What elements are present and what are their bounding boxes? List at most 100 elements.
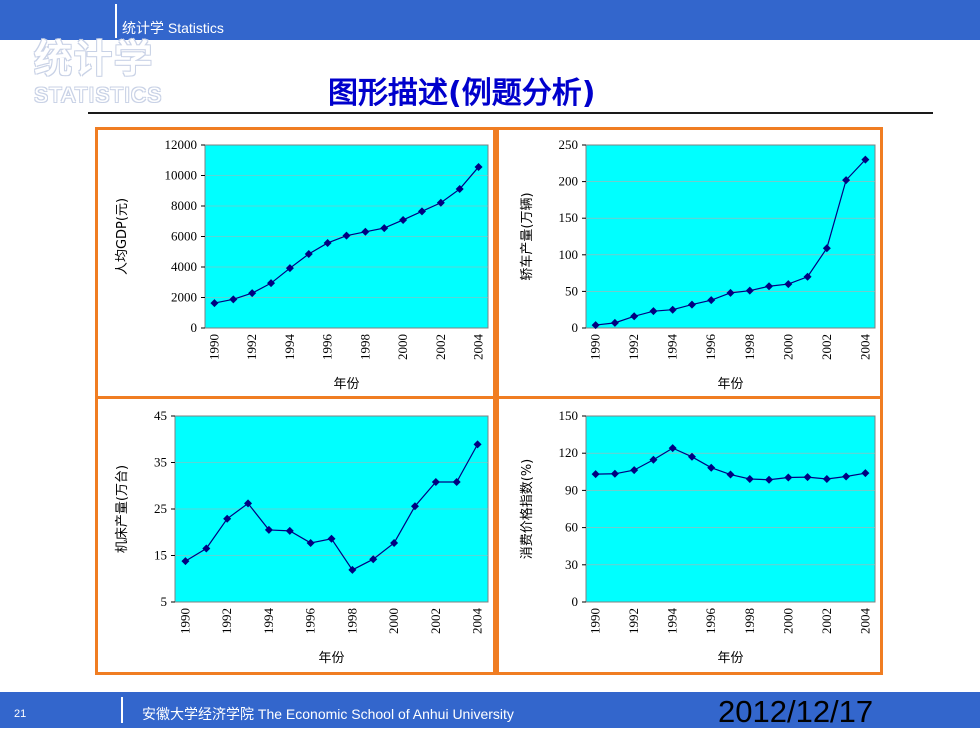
data-point <box>452 478 461 487</box>
data-point <box>267 279 276 288</box>
data-point <box>687 452 696 461</box>
data-point <box>630 312 639 321</box>
page-title: 图形描述(例题分析) <box>328 76 596 111</box>
logo-chinese: 统计学 <box>34 37 155 81</box>
y-tick-label: 150 <box>559 210 579 225</box>
x-tick-label: 2004 <box>857 608 872 635</box>
plot-area <box>585 144 876 329</box>
x-tick-label: 1998 <box>742 608 757 634</box>
footer-bar <box>0 692 980 728</box>
x-tick-label: 1994 <box>282 334 297 361</box>
title-divider <box>88 112 933 114</box>
x-tick-label: 2002 <box>433 334 448 360</box>
y-tick-label: 90 <box>565 482 578 497</box>
x-tick-label: 1994 <box>665 334 680 361</box>
data-point <box>285 526 294 535</box>
data-point <box>707 296 716 305</box>
x-tick-label: 1992 <box>626 608 641 634</box>
x-tick-label: 1990 <box>588 608 603 634</box>
data-point <box>842 472 851 481</box>
data-point <box>455 185 464 194</box>
data-point <box>306 538 315 547</box>
x-tick-label: 2002 <box>428 608 443 634</box>
y-axis-title: 机床产量(万台) <box>115 465 130 553</box>
x-tick-label: 1990 <box>177 608 192 634</box>
y-tick-label: 0 <box>191 320 198 335</box>
x-tick-label: 1998 <box>742 334 757 360</box>
data-point <box>861 469 870 478</box>
data-point <box>399 215 408 224</box>
data-point <box>304 249 313 258</box>
data-point <box>610 318 619 327</box>
data-point <box>431 478 440 487</box>
x-tick-label: 2000 <box>395 334 410 360</box>
y-axis-title: 人均GDP(元) <box>115 198 130 275</box>
data-point <box>473 440 482 449</box>
chart-svg: 0 30 60 90 120 150 1990 1992 1994 1996 1998 2000 200… <box>519 408 876 666</box>
y-tick-label: 6000 <box>171 229 197 244</box>
plot-area <box>585 415 876 603</box>
data-point <box>630 466 639 475</box>
x-tick-label: 1994 <box>665 608 680 635</box>
data-point <box>610 469 619 478</box>
header-subtitle: 统计学 Statistics <box>122 20 224 36</box>
data-point <box>369 555 378 564</box>
data-point <box>223 514 232 523</box>
data-point <box>417 207 426 216</box>
data-point <box>765 282 774 291</box>
y-tick-label: 0 <box>572 320 579 335</box>
data-point <box>327 534 336 543</box>
data-point <box>687 300 696 309</box>
x-tick-label: 1996 <box>703 334 718 361</box>
y-tick-label: 0 <box>572 594 579 609</box>
x-tick-label: 1992 <box>244 334 259 360</box>
y-tick-label: 250 <box>559 137 579 152</box>
x-tick-label: 1996 <box>703 608 718 635</box>
data-point <box>181 557 190 566</box>
y-tick-label: 45 <box>154 408 167 423</box>
data-point <box>707 463 716 472</box>
data-point <box>861 155 870 164</box>
x-tick-label: 2004 <box>857 334 872 361</box>
y-tick-label: 25 <box>154 501 167 516</box>
data-point <box>348 565 357 574</box>
x-tick-label: 1992 <box>626 334 641 360</box>
data-point <box>668 305 677 314</box>
chart-svg: 0 50 100 150 200 250 1990 1992 1994 1996 1998 2000 2… <box>519 137 876 392</box>
data-point <box>436 198 445 207</box>
data-point <box>202 544 211 553</box>
data-point <box>668 444 677 453</box>
data-point <box>822 474 831 483</box>
footer-school: 安徽大学经济学院 The Economic School of Anhui Un… <box>142 706 514 722</box>
chart-panel-gdp: 0 2000 4000 6000 8000 10000 12000 1990 1992 1994 1… <box>95 127 496 399</box>
data-point <box>248 289 257 298</box>
y-tick-label: 8000 <box>171 198 197 213</box>
y-tick-label: 60 <box>565 520 578 535</box>
x-tick-label: 2004 <box>471 334 486 361</box>
y-tick-label: 12000 <box>165 137 198 152</box>
x-axis-title: 年份 <box>318 651 344 666</box>
x-tick-label: 1994 <box>261 608 276 635</box>
data-point <box>765 475 774 484</box>
y-tick-label: 4000 <box>171 259 197 274</box>
top-bar-divider <box>115 4 117 38</box>
x-tick-label: 2000 <box>780 334 795 360</box>
footer-date: 2012/12/17 <box>718 694 874 729</box>
data-point <box>822 244 831 253</box>
data-point <box>410 502 419 511</box>
data-point <box>726 288 735 297</box>
y-axis-title: 轿车产量(万辆) <box>519 192 535 280</box>
y-tick-label: 10000 <box>165 168 198 183</box>
data-point <box>342 231 351 240</box>
x-tick-label: 2000 <box>386 608 401 634</box>
data-point <box>784 280 793 289</box>
data-point <box>745 474 754 483</box>
data-point <box>210 299 219 308</box>
data-point <box>361 227 370 236</box>
data-point <box>842 176 851 185</box>
data-point <box>784 473 793 482</box>
data-point <box>390 538 399 547</box>
data-point <box>264 525 273 534</box>
data-point <box>474 162 483 171</box>
y-tick-label: 5 <box>161 594 168 609</box>
